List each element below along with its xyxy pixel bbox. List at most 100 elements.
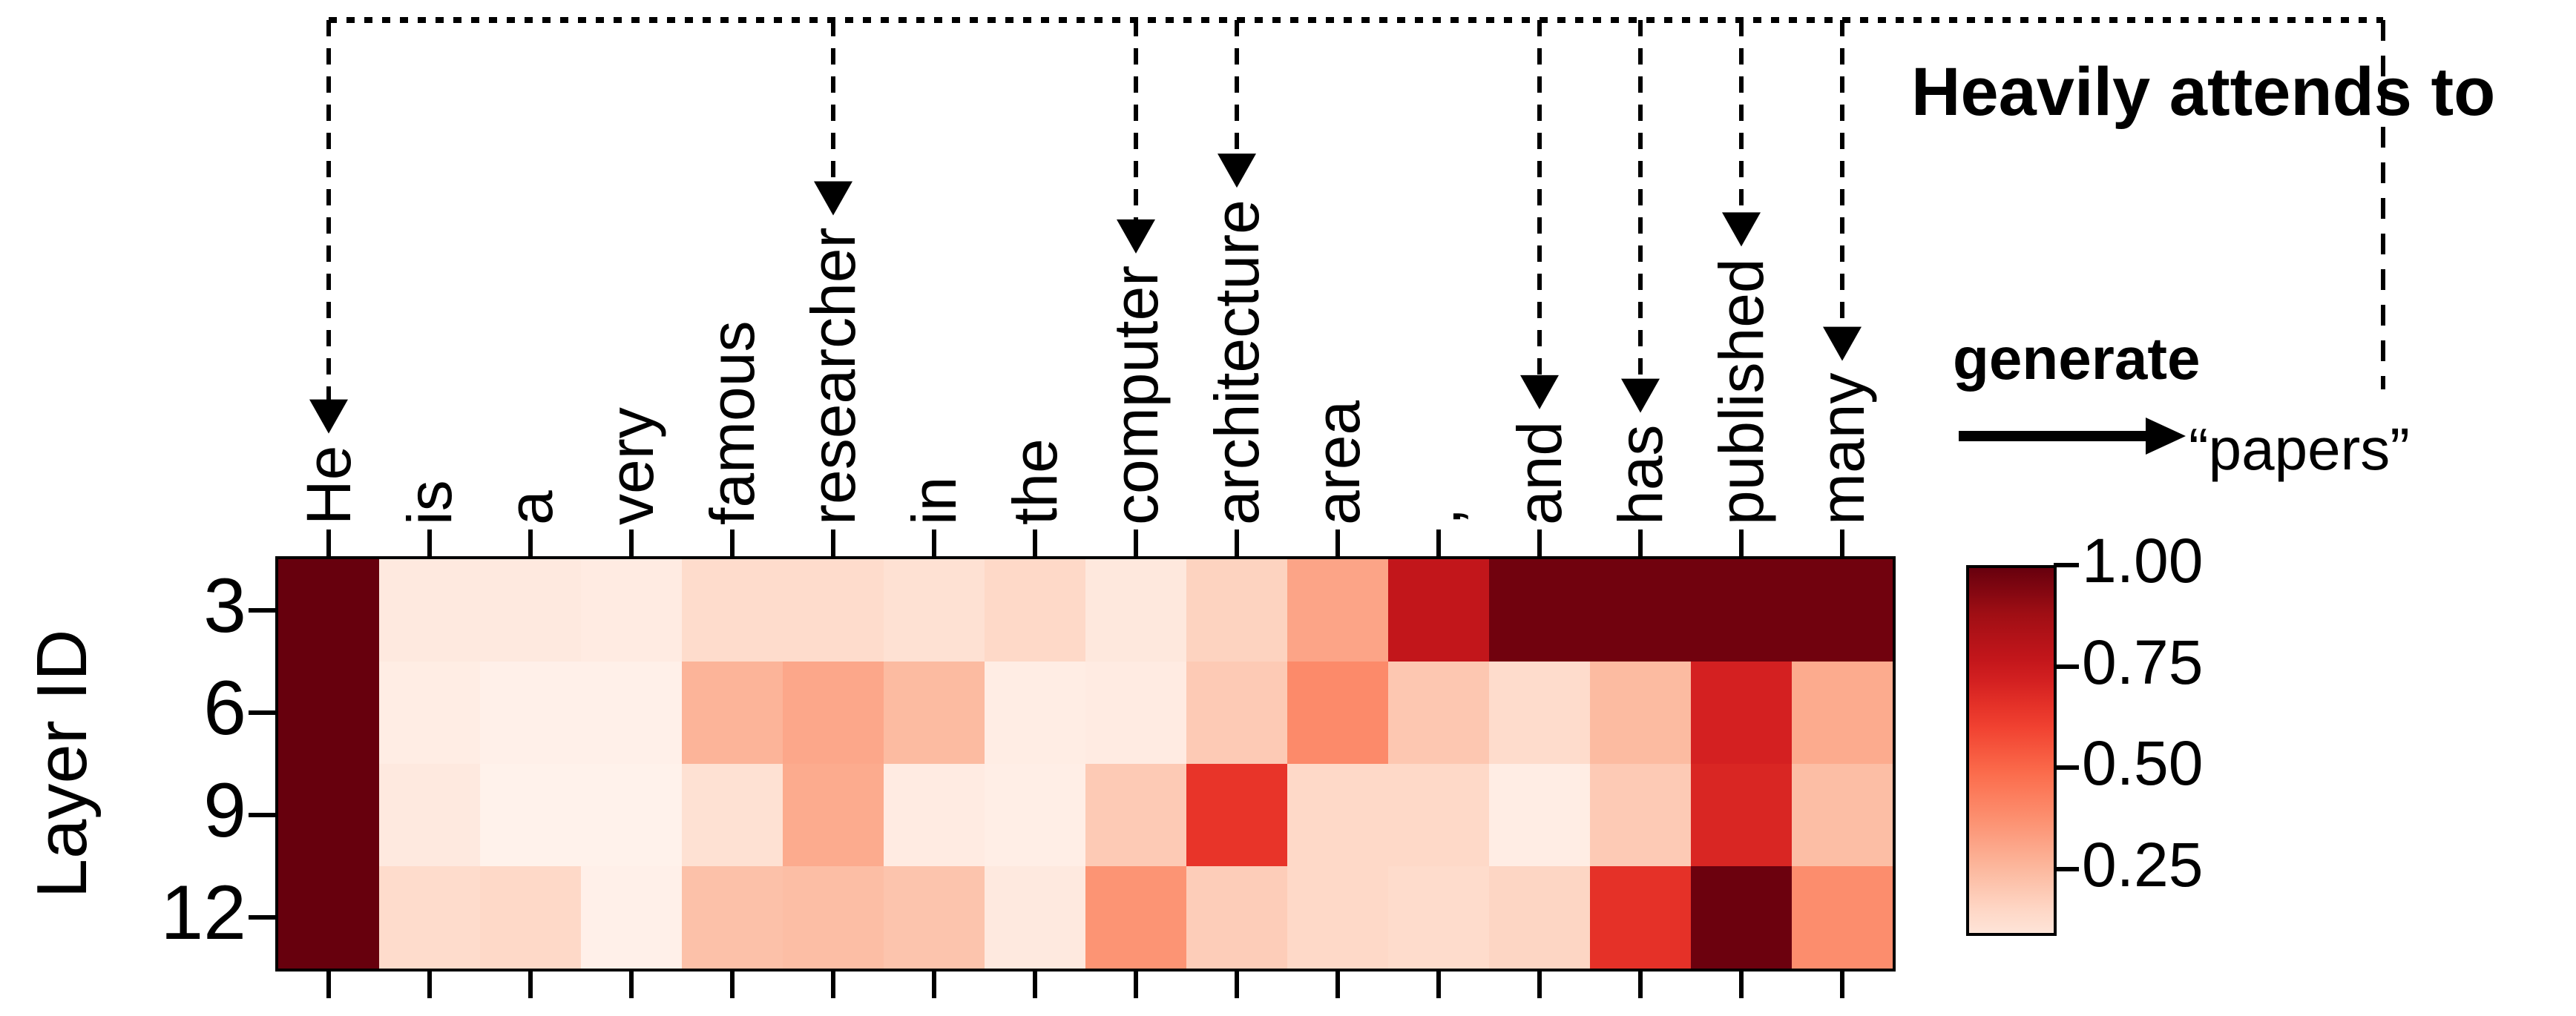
token-label-published: published: [1706, 258, 1776, 525]
heatmap-cell-layer6-researcher: [783, 662, 884, 764]
heatmap-cell-layer3-many: [1792, 559, 1893, 662]
layer-tick-label-6: 6: [203, 665, 246, 751]
top-tick-very: [629, 530, 634, 556]
heatmap-cell-layer9-very: [581, 764, 682, 866]
colorbar-tick-label-1.00: 1.00: [2082, 526, 2204, 596]
bottom-tick-comma: [1436, 972, 1441, 998]
heatmap-cell-layer12-area: [1287, 866, 1388, 969]
token-label-is: is: [395, 480, 464, 525]
attends-arrow-computer-head: [1117, 219, 1155, 254]
heatmap-cell-layer9-architecture: [1186, 764, 1287, 866]
heatmap-cell-layer12-famous: [682, 866, 783, 969]
heatmap-cell-layer3-researcher: [783, 559, 884, 662]
left-tick-layer-3: [249, 608, 275, 613]
heatmap-cell-layer12-many: [1792, 866, 1893, 969]
top-tick-has: [1638, 530, 1643, 556]
token-label-researcher: researcher: [798, 227, 868, 525]
colorbar-tick-1.00: [2054, 563, 2079, 567]
left-tick-layer-6: [249, 710, 275, 715]
heatmap-cell-layer12-the: [985, 866, 1085, 969]
heatmap-cell-layer6-he: [278, 662, 379, 764]
token-label-he: He: [294, 445, 364, 525]
heatmap-cell-layer3-is: [379, 559, 480, 662]
heatmap-cell-layer9-has: [1590, 764, 1691, 866]
bottom-tick-many: [1840, 972, 1844, 998]
bottom-tick-a: [528, 972, 533, 998]
heatmap-cell-layer9-area: [1287, 764, 1388, 866]
heatmap-cell-layer6-and: [1489, 662, 1590, 764]
attends-arrow-has-head: [1621, 378, 1660, 413]
colorbar-tick-0.25: [2054, 867, 2079, 871]
heatmap-cell-layer6-famous: [682, 662, 783, 764]
attends-arrow-he-head: [309, 399, 348, 434]
heatmap-cell-layer12-he: [278, 866, 379, 969]
token-label-architecture: architecture: [1202, 199, 1272, 525]
heatmap-cell-layer12-architecture: [1186, 866, 1287, 969]
token-label-in: in: [899, 476, 969, 525]
colorbar-tick-label-0.75: 0.75: [2082, 627, 2204, 697]
token-label-computer: computer: [1101, 265, 1171, 525]
heatmap-cell-layer9-and: [1489, 764, 1590, 866]
token-label-the: the: [1000, 438, 1070, 525]
heavily-attends-to-label: Heavily attends to: [1911, 54, 2496, 130]
heatmap-cell-layer9-many: [1792, 764, 1893, 866]
heatmap-cell-layer9-he: [278, 764, 379, 866]
top-tick-many: [1840, 530, 1844, 556]
heatmap-cell-layer6-published: [1691, 662, 1792, 764]
heatmap-cell-layer12-a: [480, 866, 581, 969]
heatmap-cell-layer6-is: [379, 662, 480, 764]
attends-arrow-many-head: [1823, 326, 1862, 361]
colorbar-tick-label-0.50: 0.50: [2082, 728, 2204, 799]
token-label-many: many: [1807, 372, 1877, 525]
bottom-tick-architecture: [1235, 972, 1239, 998]
token-label-famous: famous: [697, 320, 767, 525]
heatmap-cell-layer12-has: [1590, 866, 1691, 969]
heatmap-cell-layer12-computer: [1085, 866, 1186, 969]
layer-tick-label-3: 3: [203, 563, 246, 649]
bottom-tick-area: [1335, 972, 1340, 998]
token-label-and: and: [1505, 420, 1574, 525]
heatmap-cell-layer9-in: [884, 764, 985, 866]
top-tick-area: [1335, 530, 1340, 556]
heatmap-cell-layer6-very: [581, 662, 682, 764]
heatmap-cell-layer3-famous: [682, 559, 783, 662]
left-tick-layer-9: [249, 813, 275, 817]
token-label-area: area: [1303, 400, 1373, 525]
bottom-tick-very: [629, 972, 634, 998]
top-tick-in: [932, 530, 936, 556]
heatmap-cell-layer12-in: [884, 866, 985, 969]
top-tick-he: [326, 530, 331, 556]
generate-label: generate: [1953, 326, 2201, 392]
top-tick-famous: [730, 530, 735, 556]
heatmap-cell-layer9-researcher: [783, 764, 884, 866]
bottom-tick-is: [427, 972, 432, 998]
heatmap-cell-layer3-a: [480, 559, 581, 662]
bottom-tick-the: [1033, 972, 1037, 998]
top-tick-a: [528, 530, 533, 556]
top-tick-architecture: [1235, 530, 1239, 556]
bottom-tick-has: [1638, 972, 1643, 998]
generate-arrow-head: [2146, 418, 2186, 455]
attends-arrow-researcher-head: [814, 181, 852, 216]
token-label-has: has: [1606, 424, 1675, 525]
colorbar-tick-0.75: [2054, 664, 2079, 669]
heatmap-cell-layer12-is: [379, 866, 480, 969]
bottom-tick-computer: [1134, 972, 1138, 998]
colorbar: [1966, 565, 2057, 936]
token-label-comma: ,: [1404, 507, 1473, 525]
heatmap-cell-layer9-the: [985, 764, 1085, 866]
heatmap-cell-layer6-a: [480, 662, 581, 764]
left-tick-layer-12: [249, 915, 275, 920]
heatmap-cell-layer6-architecture: [1186, 662, 1287, 764]
heatmap-cell-layer3-and: [1489, 559, 1590, 662]
bottom-tick-researcher: [831, 972, 835, 998]
heatmap-cell-layer9-is: [379, 764, 480, 866]
heatmap-cell-layer12-published: [1691, 866, 1792, 969]
token-label-a: a: [496, 490, 565, 525]
heatmap-cell-layer3-computer: [1085, 559, 1186, 662]
heatmap-cell-layer12-very: [581, 866, 682, 969]
layer-tick-label-12: 12: [160, 870, 246, 956]
top-tick-researcher: [831, 530, 835, 556]
top-tick-and: [1537, 530, 1542, 556]
